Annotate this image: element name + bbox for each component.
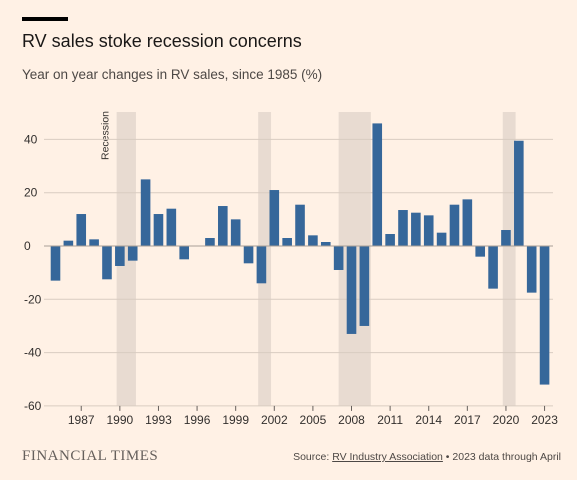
bar-2011 — [385, 234, 395, 246]
bar-2002 — [269, 190, 280, 246]
bar-2006 — [320, 242, 331, 246]
bar-2020 — [501, 230, 511, 246]
bar-2008 — [346, 246, 357, 334]
bar-2017 — [462, 199, 473, 246]
bar-2023 — [539, 246, 550, 385]
source-link[interactable]: RV Industry Association — [332, 451, 443, 463]
bar-2005 — [308, 235, 318, 246]
bar-1999 — [230, 219, 241, 246]
y-tick-label: 40 — [24, 132, 38, 146]
x-tick-label: 1999 — [222, 413, 249, 427]
recession-label: Recession — [100, 111, 112, 160]
bar-2010 — [372, 123, 383, 246]
x-tick-label: 2008 — [338, 413, 365, 427]
bar-2022 — [526, 246, 537, 293]
x-tick-label: 2002 — [261, 413, 288, 427]
bar-2009 — [359, 246, 370, 326]
bar-2013 — [411, 212, 421, 246]
bar-2007 — [333, 246, 344, 270]
bar-2001 — [256, 246, 267, 284]
chart-title: RV sales stoke recession concerns — [22, 31, 302, 51]
y-tick-label: -60 — [24, 399, 42, 413]
source-prefix: Source: — [293, 451, 333, 463]
x-tick-label: 2011 — [377, 413, 403, 427]
bar-1988 — [89, 239, 99, 246]
source-note: Source: RV Industry Association • 2023 d… — [293, 451, 561, 463]
x-tick-label: 1993 — [145, 413, 172, 427]
x-tick-label: 2005 — [300, 413, 327, 427]
bar-1995 — [179, 246, 189, 260]
bar-2000 — [243, 246, 254, 264]
x-tick-label: 2023 — [531, 413, 558, 427]
bar-1987 — [76, 214, 87, 246]
x-tick-label: 2020 — [493, 413, 520, 427]
x-tick-label: 1987 — [68, 413, 95, 427]
bar-1998 — [218, 206, 228, 246]
y-tick-label: -20 — [24, 292, 42, 306]
bar-1994 — [166, 208, 177, 246]
y-tick-label: -40 — [24, 346, 42, 360]
bar-2004 — [295, 204, 305, 246]
x-tick-label: 2014 — [415, 413, 442, 427]
bar-2012 — [398, 210, 408, 246]
bar-2019 — [488, 246, 498, 289]
ft-top-rule — [22, 17, 68, 21]
bar-2018 — [475, 246, 486, 257]
x-tick-label: 1996 — [184, 413, 211, 427]
bar-1991 — [127, 246, 138, 261]
x-tick-label: 2017 — [454, 413, 481, 427]
bar-1989 — [102, 246, 112, 280]
source-suffix: • 2023 data through April — [442, 451, 561, 463]
bar-1985 — [50, 246, 61, 281]
y-tick-label: 0 — [24, 239, 31, 253]
bar-1990 — [115, 246, 125, 266]
x-tick-label: 1990 — [106, 413, 133, 427]
bar-2003 — [282, 238, 292, 246]
bar-1992 — [140, 179, 151, 246]
financial-times-logo: FINANCIAL TIMES — [22, 448, 159, 464]
bar-2015 — [436, 232, 447, 246]
recession-band — [502, 112, 516, 406]
bar-1986 — [63, 240, 74, 246]
bar-2014 — [423, 215, 434, 246]
bar-2021 — [514, 140, 524, 246]
bar-1993 — [153, 214, 164, 246]
bar-chart: Recession 40 20 0 -20 -40 -60 1987 1990 1993 1996 1… — [24, 111, 558, 427]
bar-2016 — [449, 204, 460, 246]
recession-band — [116, 112, 136, 406]
chart-subtitle: Year on year changes in RV sales, since … — [22, 67, 323, 82]
bar-1997 — [205, 238, 215, 246]
y-tick-label: 20 — [24, 186, 38, 200]
